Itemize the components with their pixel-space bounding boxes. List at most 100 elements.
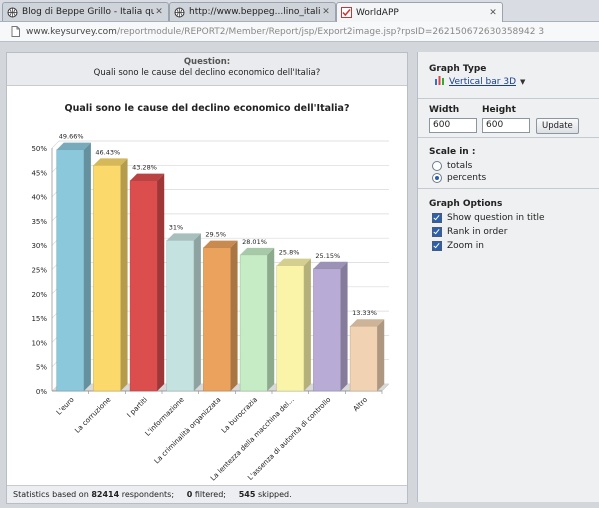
x-tick-label: La corruzione <box>73 396 112 435</box>
option-label: Rank in order <box>447 227 508 237</box>
y-tick-label: 40% <box>31 194 47 202</box>
tab-beppe-grillo-blog[interactable]: Blog di Beppe Grillo - Italia quara... ✕ <box>2 2 169 21</box>
option-label: Show question in title <box>447 213 545 223</box>
width-input[interactable]: 600 <box>429 118 477 133</box>
x-tick-label: L'informazione <box>144 396 186 438</box>
graph-type-select[interactable]: Vertical bar 3D ▼ <box>434 75 525 88</box>
bar-side <box>377 319 385 391</box>
y-tick-label: 10% <box>31 339 47 347</box>
y-tick-label: 45% <box>31 169 47 177</box>
bar <box>129 180 158 392</box>
worldapp-icon <box>341 7 352 18</box>
data-label: 49.66% <box>59 133 84 141</box>
y-tick-label: 20% <box>31 291 47 299</box>
bar-side <box>193 233 201 391</box>
bar-top <box>130 173 165 181</box>
x-tick-label: L'assenza di autorità di controllo <box>246 396 332 482</box>
height-input[interactable]: 600 <box>482 118 530 133</box>
scale-option-totals[interactable]: totals <box>432 161 472 171</box>
bar-chart: Quali sono le cause del declino economic… <box>31 103 390 483</box>
x-tick-label: Altro <box>352 396 369 413</box>
bar-side <box>83 142 91 391</box>
bar <box>349 325 378 392</box>
bar-chart-icon <box>434 75 445 88</box>
x-tick-label: La burocrazia <box>220 396 259 435</box>
close-icon[interactable]: ✕ <box>155 7 163 17</box>
url-domain: www.keysurvey.com <box>26 26 117 37</box>
chevron-down-icon: ▼ <box>520 77 526 86</box>
graph-type-title: Graph Type <box>429 64 487 74</box>
x-tick-label: La criminalità organizzata <box>153 396 223 466</box>
checkbox[interactable] <box>432 227 442 237</box>
data-label: 43.28% <box>132 164 157 172</box>
statistics-footer: Statistics based on 82414 respondents; 0… <box>7 485 407 503</box>
bar <box>313 268 341 392</box>
bar-side <box>120 158 128 391</box>
option-label: percents <box>447 173 487 183</box>
footer-text: Statistics based on 82414 respondents; 0… <box>13 490 292 499</box>
graph-options-section: Graph Options Show question in title Ran… <box>418 189 599 257</box>
bar-side <box>340 261 348 391</box>
bar-side <box>157 173 165 391</box>
close-icon[interactable]: ✕ <box>489 7 497 18</box>
y-tick-label: 5% <box>36 364 47 372</box>
browser-tab-bar: Blog di Beppe Grillo - Italia quara... ✕… <box>0 0 599 22</box>
bar-side <box>303 258 311 391</box>
radio-button[interactable] <box>432 173 442 183</box>
checkbox[interactable] <box>432 241 442 251</box>
graph-type-value: Vertical bar 3D <box>449 76 516 87</box>
bar <box>203 247 231 392</box>
question-text: Quali sono le cause del declino economic… <box>93 68 321 78</box>
respondents-count: 82414 <box>91 490 120 499</box>
tab-label: Blog di Beppe Grillo - Italia quara... <box>22 7 154 17</box>
option-zoom-in[interactable]: Zoom in <box>432 241 484 251</box>
close-icon[interactable]: ✕ <box>322 7 330 17</box>
size-section: Width Height 600 600 Update <box>418 99 599 138</box>
data-label: 29.5% <box>205 231 226 239</box>
bar <box>56 149 85 392</box>
scale-option-percents[interactable]: percents <box>432 173 486 183</box>
tab-beppegrillo-page[interactable]: http://www.beppeg...lino_italia.html ✕ <box>169 2 336 21</box>
height-label: Height <box>482 105 516 115</box>
chart-title: Quali sono le cause del declino economic… <box>65 103 350 114</box>
settings-panel: Graph Type Vertical bar 3D ▼ Width Heigh… <box>417 52 599 502</box>
data-label: 46.43% <box>95 148 120 156</box>
bar-side <box>230 240 238 391</box>
scale-section: Scale in : totals percents <box>418 138 599 189</box>
y-tick-label: 30% <box>31 242 47 250</box>
x-tick-label: I partiti <box>126 396 150 420</box>
option-label: Zoom in <box>447 241 485 251</box>
graph-options-title: Graph Options <box>429 199 503 209</box>
bar-top <box>313 261 348 269</box>
option-rank-in-order[interactable]: Rank in order <box>432 227 507 237</box>
chart-area: Quali sono le cause del declino economic… <box>8 86 406 484</box>
y-tick-label: 15% <box>31 315 47 323</box>
tab-label: WorldAPP <box>356 7 399 18</box>
question-label: Question: <box>183 57 231 67</box>
address-bar[interactable]: www.keysurvey.com/reportmodule/REPORT2/M… <box>0 22 599 42</box>
update-button[interactable]: Update <box>536 118 579 134</box>
option-show-question[interactable]: Show question in title <box>432 213 545 223</box>
checkbox[interactable] <box>432 213 442 223</box>
y-tick-label: 0% <box>36 388 47 396</box>
data-label: 25.8% <box>279 249 300 257</box>
bar-top <box>240 247 275 255</box>
skipped-count: 545 <box>238 490 256 499</box>
data-label: 13.33% <box>352 309 377 317</box>
report-content: Question: Quali sono le cause del declin… <box>0 42 599 508</box>
bar <box>276 265 305 392</box>
option-label: totals <box>447 161 473 171</box>
filtered-count: 0 <box>186 490 193 499</box>
bar-top <box>93 158 128 166</box>
radio-button[interactable] <box>432 161 442 171</box>
bar-top <box>166 233 201 241</box>
width-label: Width <box>429 105 460 115</box>
bar <box>93 165 121 392</box>
globe-icon <box>174 7 185 18</box>
graph-type-section: Graph Type Vertical bar 3D ▼ <box>418 52 599 99</box>
tab-worldapp[interactable]: WorldAPP ✕ <box>336 2 503 22</box>
bar-top <box>350 319 385 327</box>
data-label: 31% <box>169 223 183 231</box>
x-tick-label: L'euro <box>55 396 76 417</box>
gridline <box>51 140 389 149</box>
